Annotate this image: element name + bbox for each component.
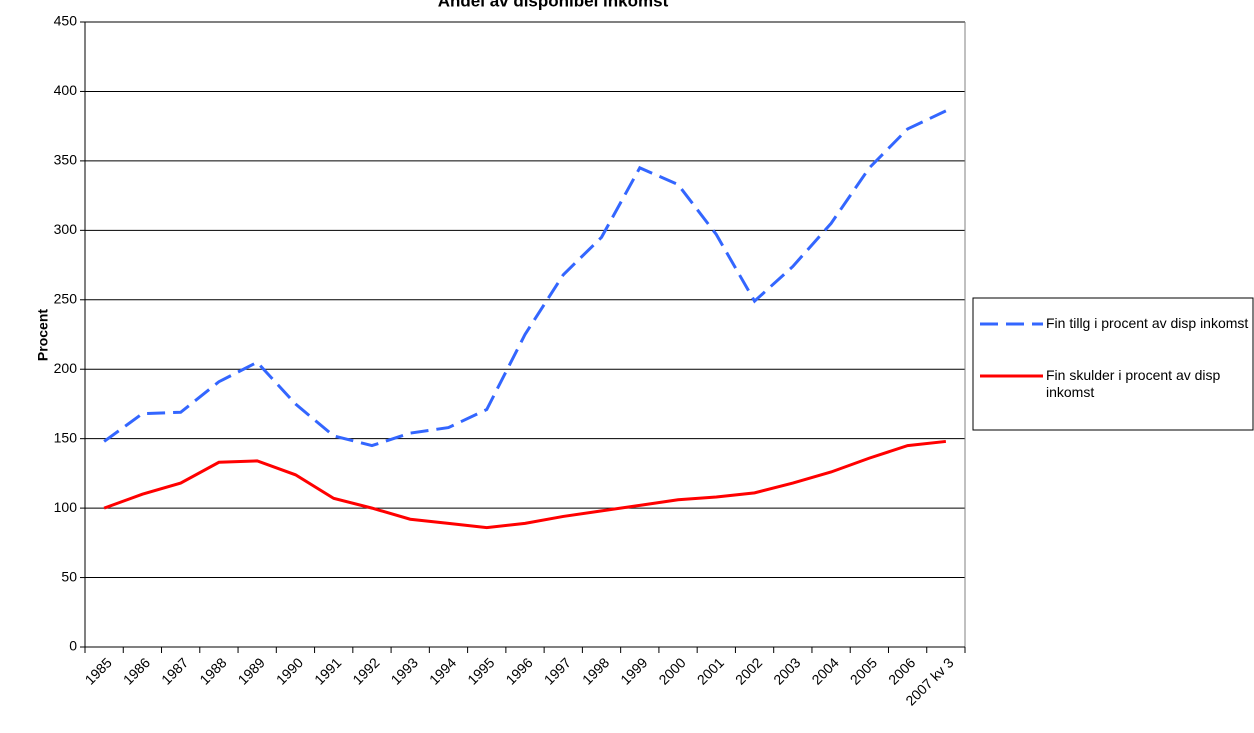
x-tick-label: 2002 [732,654,765,687]
chart-title: Andel av disponibel inkomst [438,0,669,10]
x-tick-label: 1986 [120,654,153,687]
x-tick-label: 1996 [502,654,535,687]
y-tick-label: 100 [54,499,78,515]
y-tick-label: 0 [69,638,77,654]
x-tick-label: 1987 [158,654,191,687]
x-tick-label: 1990 [273,654,306,687]
x-tick-label: 2001 [694,654,727,687]
series-line [103,439,947,530]
y-tick-label: 400 [54,82,78,98]
y-tick-label: 250 [54,290,78,306]
x-tick-label: 1993 [388,654,421,687]
x-tick-label: 2003 [770,654,803,687]
x-tick-label: 1999 [617,654,650,687]
x-tick-label: 2006 [885,654,918,687]
x-tick-label: 1991 [311,654,344,687]
x-tick-label: 2000 [655,654,688,687]
x-tick-label: 1997 [541,654,574,687]
legend-label: Fin skulder i procent av disp inkomst [1046,367,1221,400]
series-line [103,109,947,448]
x-tick-label: 1992 [349,654,382,687]
x-tick-label: 2005 [847,654,880,687]
x-tick-label: 1995 [464,654,497,687]
y-tick-label: 450 [54,13,78,29]
legend-box [972,297,1254,431]
x-tick-label: 1989 [235,654,268,687]
y-tick-label: 350 [54,152,78,168]
legend-label: Fin tillg i procent av disp inkomst [1046,315,1249,331]
x-tick-label: 2004 [808,654,841,687]
y-axis-label: Procent [35,309,51,361]
y-tick-label: 200 [54,360,78,376]
y-tick-label: 300 [54,221,78,237]
x-tick-label: 1988 [196,654,229,687]
y-tick-label: 150 [54,429,78,445]
x-tick-label: 1985 [82,654,115,687]
x-tick-label: 1998 [579,654,612,687]
y-tick-label: 50 [61,568,77,584]
x-tick-label: 1994 [426,654,459,687]
